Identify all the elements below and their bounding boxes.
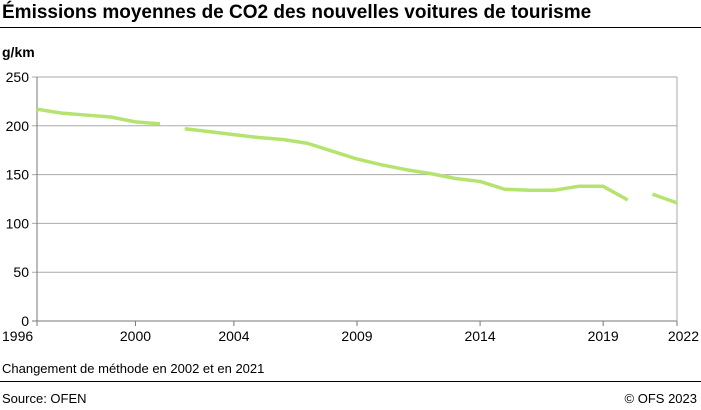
x-tick-label: 2000 (120, 328, 151, 344)
y-tick-label: 100 (6, 215, 30, 231)
x-tick-label: 1996 (2, 328, 33, 344)
y-tick-label: 250 (6, 69, 30, 85)
x-tick-label: 2014 (464, 328, 495, 344)
x-tick-label: 2004 (218, 328, 249, 344)
series-line-segment (651, 192, 678, 205)
y-tick-label: 200 (6, 118, 30, 134)
y-axis-unit: g/km (2, 44, 35, 60)
chart-title: Émissions moyennes de CO2 des nouvelles … (2, 2, 592, 23)
x-tick-label: 2009 (341, 328, 372, 344)
copyright: © OFS 2023 (624, 391, 697, 406)
footnote: Changement de méthode en 2002 et en 2021 (2, 361, 265, 376)
plot-area: 0 50 100 150 200 250 1996 2000 2004 2009 2014 2019 2… (2, 69, 699, 344)
y-tick-label: 50 (13, 264, 29, 280)
footer-divider (0, 381, 701, 382)
x-tick-label: 2019 (588, 328, 619, 344)
title-divider (0, 27, 701, 28)
y-tick-label: 0 (21, 313, 29, 329)
y-tick-label: 150 (6, 167, 30, 183)
series-line-segment (36, 107, 161, 126)
x-tick-label: 2022 (668, 328, 699, 344)
source: Source: OFEN (2, 391, 87, 406)
series-line-segment (184, 126, 629, 202)
